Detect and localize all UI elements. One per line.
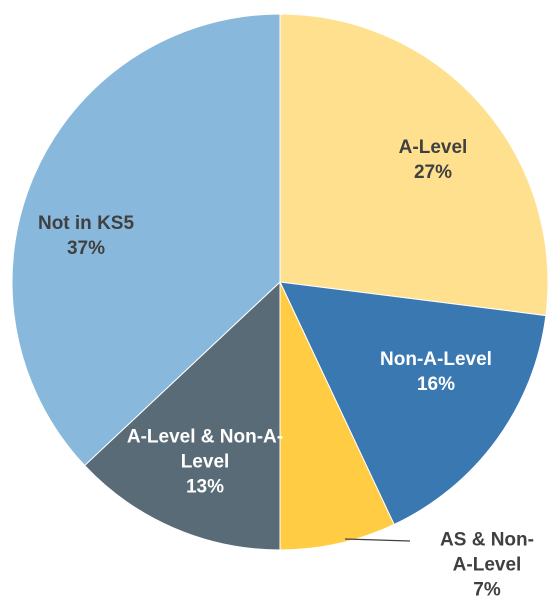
slice-label: A-Level & Non-A-Level 13% <box>125 425 285 500</box>
slice-label: AS & Non-A-Level 7% <box>431 528 543 602</box>
pie-slice <box>279 281 395 551</box>
pie-slice <box>279 281 547 526</box>
pie-slice <box>83 280 281 551</box>
value-label: 7% <box>473 579 501 601</box>
category-label: Not in KS5 <box>37 213 135 234</box>
category-label: Non-A-Level <box>380 349 492 370</box>
value-label: 37% <box>66 238 106 259</box>
value-label: 16% <box>416 374 456 395</box>
slice-label: Not in KS5 37% <box>16 211 156 261</box>
category-label: AS & Non-A-Level <box>440 529 534 576</box>
category-label: A-Level <box>398 137 468 158</box>
value-label: 13% <box>185 476 225 498</box>
value-label: 27% <box>413 162 453 183</box>
slice-label: A-Level 27% <box>363 135 503 185</box>
leader-line <box>344 538 411 542</box>
category-label: A-Level & Non-A-Level <box>126 426 284 473</box>
slice-label: Non-A-Level 16% <box>356 347 516 397</box>
pie-slice <box>279 13 549 317</box>
slices <box>11 13 549 551</box>
pie-slice <box>11 13 281 467</box>
